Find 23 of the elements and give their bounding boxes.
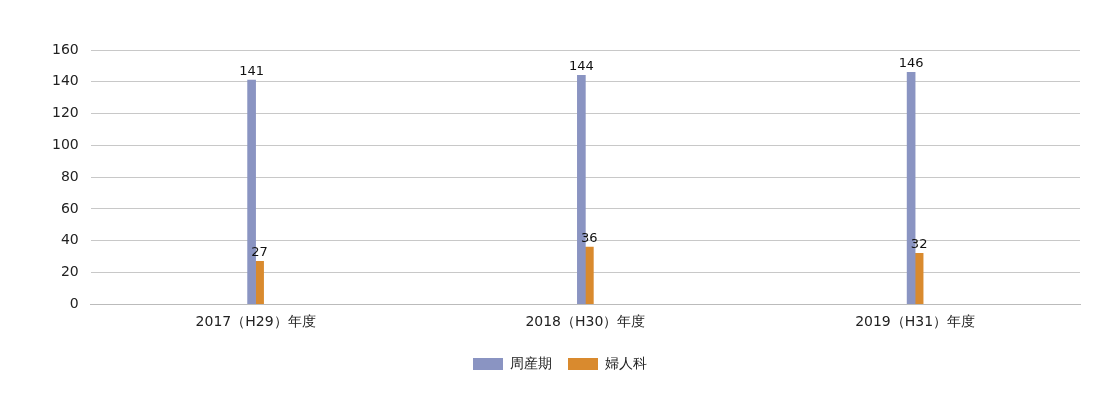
data-label: 36 bbox=[581, 229, 598, 245]
legend-label: 婦人科 bbox=[605, 354, 647, 371]
data-label: 144 bbox=[568, 58, 594, 74]
y-tick-label: 100 bbox=[51, 135, 79, 152]
bar bbox=[585, 246, 594, 305]
bar bbox=[914, 253, 924, 305]
bar bbox=[255, 260, 264, 305]
y-tick-label: 60 bbox=[60, 199, 79, 216]
y-tick-label: 160 bbox=[51, 40, 79, 57]
x-tick-label: 2018（H30）年度 bbox=[525, 313, 646, 330]
data-label: 32 bbox=[910, 236, 928, 252]
y-tick-label: 120 bbox=[51, 104, 79, 121]
data-label: 141 bbox=[239, 63, 265, 79]
y-tick-label: 40 bbox=[60, 231, 79, 248]
x-tick-label: 2019（H31）年度 bbox=[855, 313, 976, 330]
y-tick-label: 80 bbox=[60, 167, 79, 184]
x-tick-label: 2017（H29）年度 bbox=[195, 313, 316, 330]
y-tick-label: 140 bbox=[51, 72, 79, 89]
y-tick-label: 0 bbox=[69, 294, 79, 311]
legend-label: 周産期 bbox=[510, 354, 552, 371]
data-label: 146 bbox=[898, 55, 924, 71]
y-tick-label: 20 bbox=[60, 263, 79, 280]
data-label: 27 bbox=[251, 244, 268, 260]
